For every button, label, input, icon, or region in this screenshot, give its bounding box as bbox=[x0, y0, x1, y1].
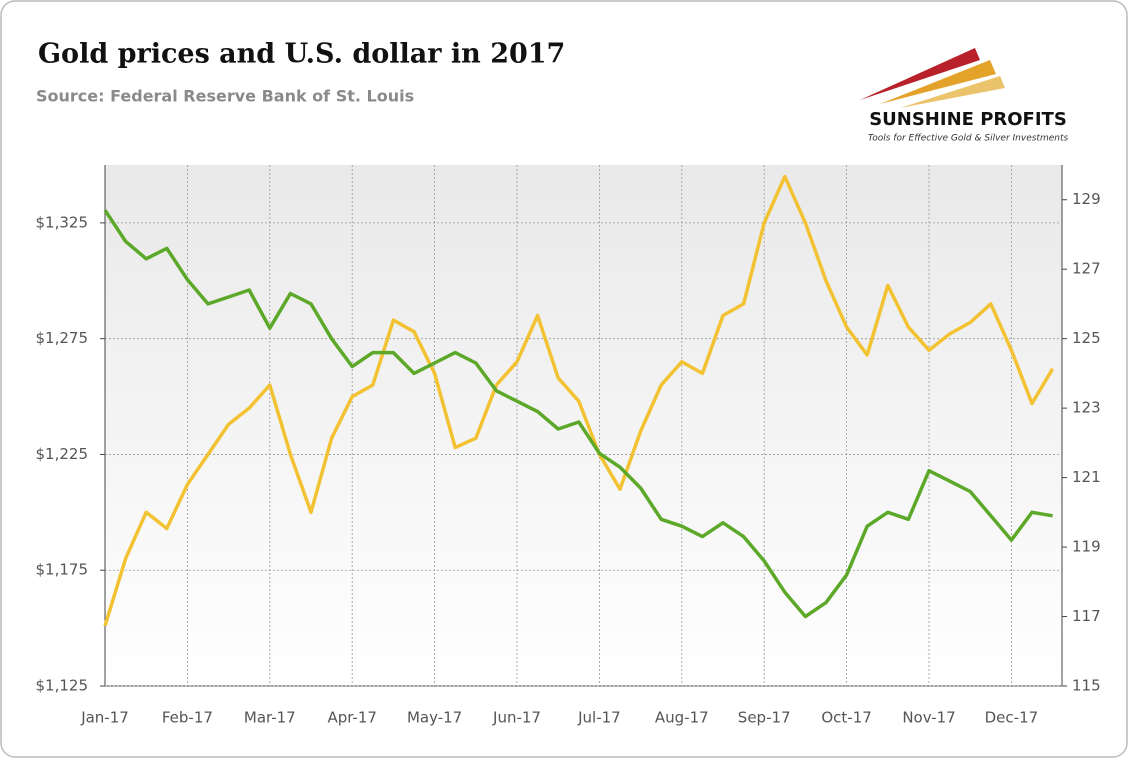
x-tick-label: Feb-17 bbox=[162, 709, 213, 727]
logo-streak bbox=[900, 76, 1005, 108]
y-tick-label: $1,175 bbox=[36, 561, 89, 579]
logo-tagline: Tools for Effective Gold & Silver Invest… bbox=[868, 134, 1069, 144]
y2-tick-label: 121 bbox=[1072, 468, 1101, 486]
y-tick-label: $1,125 bbox=[36, 677, 89, 695]
x-tick-label: Apr-17 bbox=[327, 709, 377, 727]
x-tick-label: Mar-17 bbox=[244, 709, 296, 727]
y2-tick-label: 115 bbox=[1072, 677, 1101, 695]
chart-title: Gold prices and U.S. dollar in 2017 bbox=[38, 39, 565, 70]
x-tick-label: Jun-17 bbox=[492, 709, 541, 727]
y2-tick-label: 119 bbox=[1072, 538, 1101, 556]
chart-subtitle: Source: Federal Reserve Bank of St. Loui… bbox=[36, 87, 414, 106]
x-tick-label: Jul-17 bbox=[577, 709, 621, 727]
series-line bbox=[103, 174, 1055, 627]
logo-streak bbox=[860, 48, 980, 100]
series-line bbox=[103, 209, 1053, 619]
y2-tick-label: 127 bbox=[1072, 260, 1101, 278]
y-tick-label: $1,275 bbox=[36, 329, 89, 347]
y2-tick-label: 125 bbox=[1072, 329, 1101, 347]
x-tick-label: Nov-17 bbox=[902, 709, 955, 727]
x-tick-label: Dec-17 bbox=[985, 709, 1039, 727]
x-tick-label: May-17 bbox=[407, 709, 462, 727]
y2-tick-label: 123 bbox=[1072, 399, 1101, 417]
y-tick-label: $1,225 bbox=[36, 445, 89, 463]
plot-area bbox=[105, 165, 1062, 686]
logo: SUNSHINE PROFITS Tools for Effective Gol… bbox=[860, 48, 1068, 144]
x-tick-label: Aug-17 bbox=[655, 709, 709, 727]
x-tick-label: Oct-17 bbox=[821, 709, 871, 727]
x-tick-label: Sep-17 bbox=[738, 709, 791, 727]
y2-tick-label: 117 bbox=[1072, 607, 1101, 625]
logo-streak bbox=[880, 60, 996, 104]
y-tick-label: $1,325 bbox=[36, 213, 89, 231]
x-tick-label: Jan-17 bbox=[80, 709, 129, 727]
logo-name: SUNSHINE PROFITS bbox=[869, 109, 1067, 130]
y2-tick-label: 129 bbox=[1072, 190, 1101, 208]
